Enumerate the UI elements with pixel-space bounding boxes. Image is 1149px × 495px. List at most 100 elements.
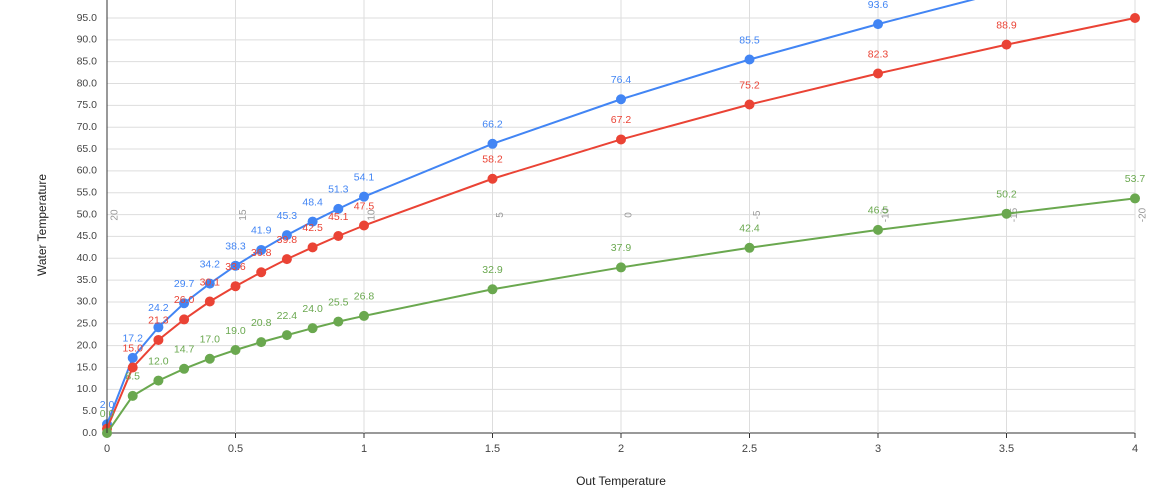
- data-point: [204, 278, 215, 289]
- data-label: 53.7: [1125, 173, 1146, 185]
- x-tick-label: 3: [875, 443, 881, 455]
- data-point: [1130, 193, 1140, 204]
- data-point: [744, 54, 755, 65]
- data-label: 51.3: [328, 184, 349, 196]
- data-label: 46.5: [868, 205, 889, 217]
- inner-label: 5: [495, 212, 506, 218]
- inner-label: -5: [752, 210, 763, 219]
- data-point: [333, 203, 344, 214]
- data-label: 17.2: [122, 333, 143, 345]
- data-label: 88.9: [996, 19, 1017, 31]
- data-point: [256, 244, 267, 255]
- data-label: 76.4: [611, 74, 632, 86]
- data-label: 19.0: [225, 325, 246, 337]
- data-label: 22.4: [277, 310, 298, 322]
- y-tick-label: 30.0: [77, 296, 98, 308]
- data-point: [616, 94, 626, 105]
- data-point: [1001, 39, 1012, 50]
- data-label: 54.1: [354, 171, 375, 183]
- data-point: [204, 296, 215, 307]
- y-tick-label: 20.0: [77, 339, 98, 351]
- data-label: 37.9: [611, 242, 632, 254]
- y-axis-title: Water Temperature: [35, 174, 49, 276]
- data-label: 14.7: [174, 344, 195, 356]
- data-label: 32.9: [482, 264, 503, 276]
- data-label: 20.8: [251, 317, 272, 329]
- data-point: [281, 330, 292, 341]
- x-tick-label: 2.5: [742, 443, 757, 455]
- data-point: [1001, 208, 1012, 219]
- y-tick-label: 35.0: [77, 274, 98, 286]
- data-point: [204, 353, 215, 364]
- data-label: 12.0: [148, 355, 169, 367]
- data-point: [487, 284, 498, 295]
- data-point: [230, 281, 241, 292]
- data-point: [616, 262, 626, 273]
- data-label: 82.3: [868, 48, 889, 60]
- data-label: 26.8: [354, 291, 375, 303]
- data-point: [616, 134, 626, 145]
- data-label: 42.5: [302, 222, 323, 234]
- y-tick-label: 50.0: [77, 208, 98, 220]
- data-label: 48.4: [302, 196, 323, 208]
- y-tick-label: 90.0: [77, 34, 98, 46]
- data-label: 67.2: [611, 114, 632, 126]
- data-label: 33.6: [225, 261, 246, 273]
- y-tick-label: 75.0: [77, 99, 98, 111]
- y-tick-label: 10.0: [77, 383, 98, 395]
- data-label: 39.8: [277, 234, 298, 246]
- y-tick-label: 65.0: [77, 143, 98, 155]
- inner-label: 15: [238, 209, 249, 221]
- data-point: [127, 352, 138, 363]
- data-label: 25.5: [328, 296, 349, 308]
- x-tick-label: 1.5: [485, 443, 500, 455]
- x-tick-label: 0.5: [228, 443, 243, 455]
- data-point: [307, 323, 318, 334]
- data-label: 29.7: [174, 278, 195, 290]
- data-label: 75.2: [739, 79, 760, 91]
- x-tick-label: 4: [1132, 443, 1138, 455]
- data-label: 24.0: [302, 303, 323, 315]
- data-point: [744, 242, 755, 253]
- data-point: [873, 224, 883, 235]
- data-point: [256, 267, 267, 278]
- y-tick-label: 80.0: [77, 77, 98, 89]
- y-tick-label: 25.0: [77, 318, 98, 330]
- data-point: [179, 314, 190, 325]
- data-label: 26.0: [174, 294, 195, 306]
- y-tick-label: 85.0: [77, 55, 98, 67]
- data-point: [230, 345, 241, 355]
- data-point: [333, 316, 344, 327]
- data-label: 34.2: [200, 258, 221, 270]
- data-label: 93.6: [868, 0, 889, 11]
- data-label: 30.1: [200, 276, 221, 288]
- data-point: [127, 390, 138, 401]
- data-point: [873, 19, 883, 30]
- data-point: [359, 191, 369, 202]
- data-point: [153, 322, 164, 333]
- data-point: [127, 362, 138, 373]
- data-label: 15.0: [122, 342, 143, 354]
- inner-label: -15: [1009, 207, 1020, 222]
- data-label: 24.2: [148, 302, 169, 314]
- data-label: 17.0: [200, 334, 221, 346]
- data-point: [179, 298, 190, 309]
- data-label: 8.5: [125, 371, 140, 383]
- data-point: [307, 242, 318, 253]
- data-label: 21.3: [148, 315, 169, 327]
- data-label: 42.4: [739, 223, 760, 235]
- data-label: 45.3: [277, 210, 298, 222]
- data-point: [307, 216, 318, 227]
- data-point: [179, 363, 190, 374]
- data-point: [333, 230, 344, 241]
- y-tick-label: 70.0: [77, 121, 98, 133]
- data-point: [487, 138, 498, 149]
- data-point: [256, 337, 267, 348]
- y-tick-label: 15.0: [77, 361, 98, 373]
- data-point: [281, 230, 292, 241]
- data-point: [873, 68, 883, 79]
- data-point: [153, 375, 164, 386]
